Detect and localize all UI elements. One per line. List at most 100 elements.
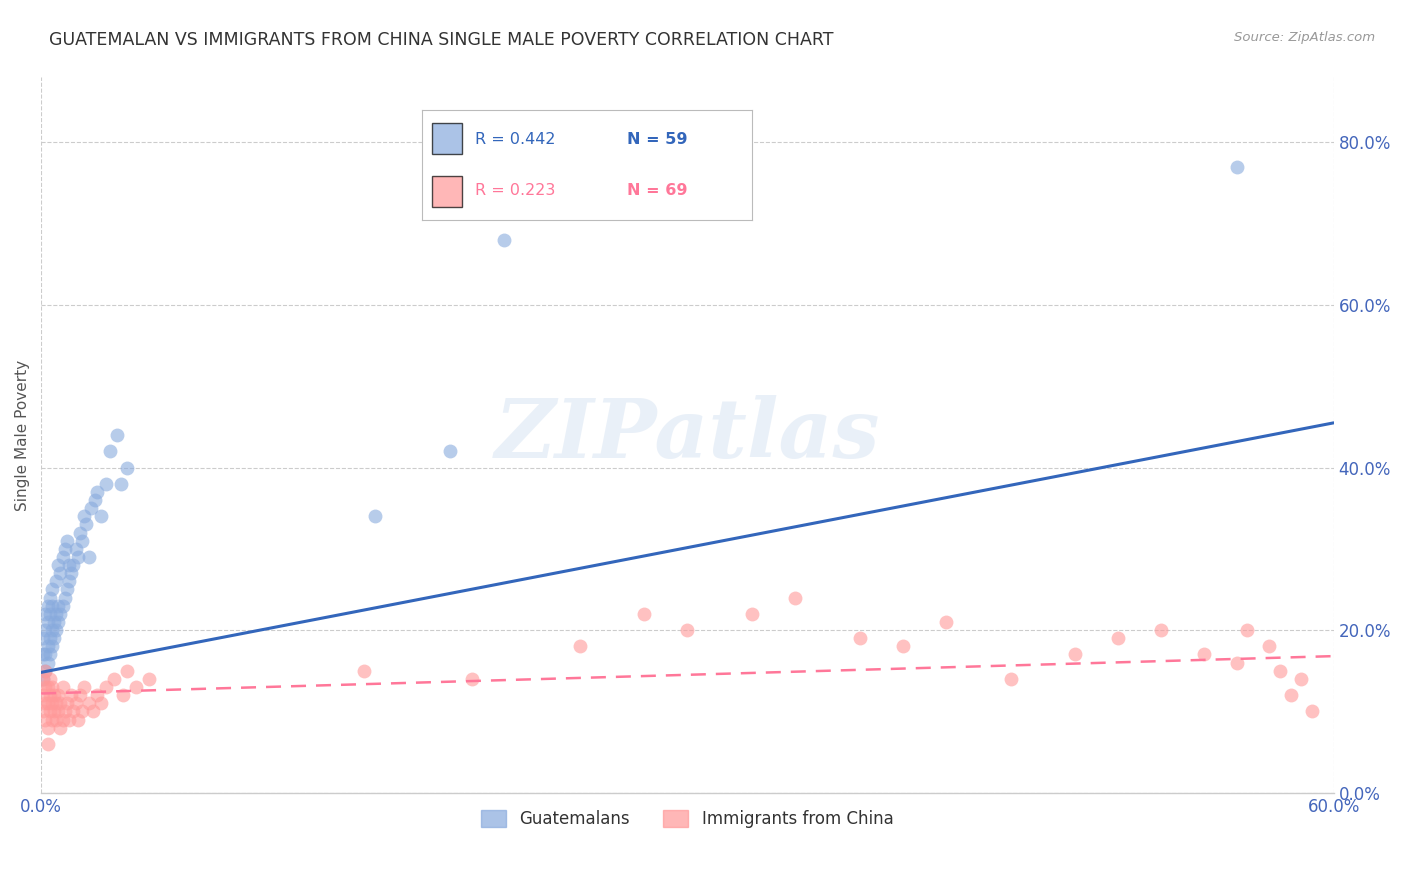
Point (90, 696, 112, 710)
Point (37, 696, 59, 710)
Point (935, 615, 957, 629)
Point (73, 509, 96, 524)
Point (848, 632, 870, 646)
Point (117, 460, 139, 475)
Point (439, 444, 461, 458)
Point (1194, 648, 1216, 662)
Point (52, 599, 75, 613)
Point (38, 591, 60, 605)
Point (38, 648, 60, 662)
Text: GUATEMALAN VS IMMIGRANTS FROM CHINA SINGLE MALE POVERTY CORRELATION CHART: GUATEMALAN VS IMMIGRANTS FROM CHINA SING… (49, 31, 834, 49)
Point (103, 672, 125, 686)
Point (41, 599, 63, 613)
Point (79, 501, 101, 516)
Point (45, 574, 67, 589)
Point (53, 541, 76, 556)
Point (111, 688, 134, 702)
Point (41, 623, 63, 637)
Point (34, 664, 56, 678)
Point (41, 640, 63, 654)
Point (138, 672, 160, 686)
Point (45, 713, 67, 727)
Point (77, 696, 100, 710)
Point (52, 549, 75, 564)
Point (364, 509, 387, 524)
Point (1236, 623, 1258, 637)
Point (58, 574, 80, 589)
Point (37, 721, 59, 735)
Point (70, 533, 93, 548)
Point (461, 672, 484, 686)
Point (32, 632, 55, 646)
Point (52, 680, 75, 694)
Point (494, 233, 516, 247)
Point (37, 680, 59, 694)
Point (741, 607, 763, 621)
Point (42, 688, 65, 702)
Point (41, 680, 63, 694)
Text: Source: ZipAtlas.com: Source: ZipAtlas.com (1234, 31, 1375, 45)
Point (58, 713, 80, 727)
Point (45, 623, 67, 637)
Point (117, 664, 139, 678)
Point (1226, 160, 1249, 174)
Point (45, 696, 67, 710)
Point (1301, 705, 1323, 719)
Point (676, 623, 699, 637)
Point (34, 623, 56, 637)
Point (37, 615, 59, 629)
Point (46, 705, 69, 719)
Point (49, 566, 72, 581)
Point (1291, 672, 1313, 686)
Point (1107, 632, 1129, 646)
Point (37, 656, 59, 670)
Point (38, 705, 60, 719)
Point (105, 428, 128, 442)
Point (42, 615, 65, 629)
Point (1064, 648, 1087, 662)
Point (58, 558, 80, 573)
Point (37, 737, 59, 751)
Point (32, 705, 55, 719)
Point (32, 672, 55, 686)
Point (69, 688, 91, 702)
Point (41, 582, 63, 597)
Point (32, 648, 55, 662)
Point (86, 485, 108, 500)
Point (42, 632, 65, 646)
Point (1000, 672, 1022, 686)
Point (783, 591, 806, 605)
Point (37, 640, 59, 654)
Point (77, 549, 100, 564)
Point (1150, 623, 1173, 637)
Point (41, 713, 63, 727)
Point (46, 615, 69, 629)
Point (60, 688, 83, 702)
Point (90, 509, 112, 524)
Point (1258, 640, 1281, 654)
Point (568, 640, 591, 654)
Point (38, 607, 60, 621)
Point (75, 517, 97, 532)
Point (73, 680, 96, 694)
Point (56, 696, 79, 710)
Point (53, 591, 76, 605)
Point (45, 607, 67, 621)
Point (42, 705, 65, 719)
Point (34, 664, 56, 678)
Point (34, 680, 56, 694)
Legend: Guatemalans, Immigrants from China: Guatemalans, Immigrants from China (474, 803, 900, 834)
Point (41, 696, 63, 710)
Point (82, 705, 104, 719)
Point (66, 549, 89, 564)
Point (633, 607, 655, 621)
Point (62, 558, 84, 573)
Y-axis label: Single Male Poverty: Single Male Poverty (15, 359, 30, 510)
Point (46, 599, 69, 613)
Point (66, 713, 89, 727)
Point (46, 558, 69, 573)
Point (34, 696, 56, 710)
Point (37, 599, 59, 613)
Point (49, 696, 72, 710)
Point (70, 705, 93, 719)
